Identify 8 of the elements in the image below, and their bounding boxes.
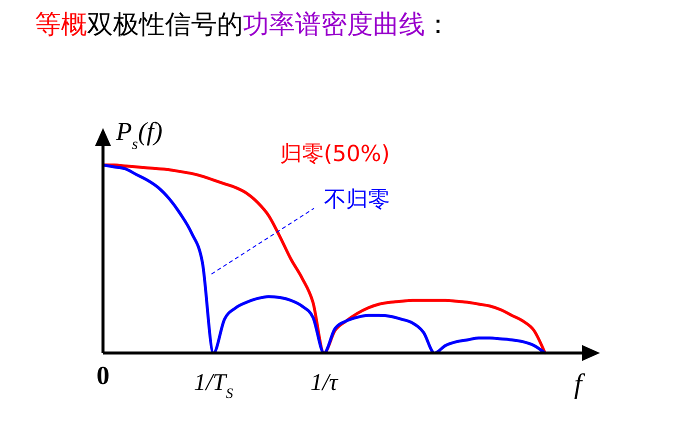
chart-title: 等概双极性信号的功率谱密度曲线： (35, 10, 451, 40)
x-tick-label: 0 (96, 361, 110, 390)
series-label: 归零(50%) (280, 142, 390, 168)
x-tick-label: 1/τ (310, 370, 340, 396)
y-axis-title: P$_{s}$(f) (115, 117, 163, 152)
text: 不归零 (324, 187, 390, 212)
x-axis-title: f (574, 369, 586, 400)
x-tick-label: 1/T$_{S}$ (194, 370, 234, 402)
